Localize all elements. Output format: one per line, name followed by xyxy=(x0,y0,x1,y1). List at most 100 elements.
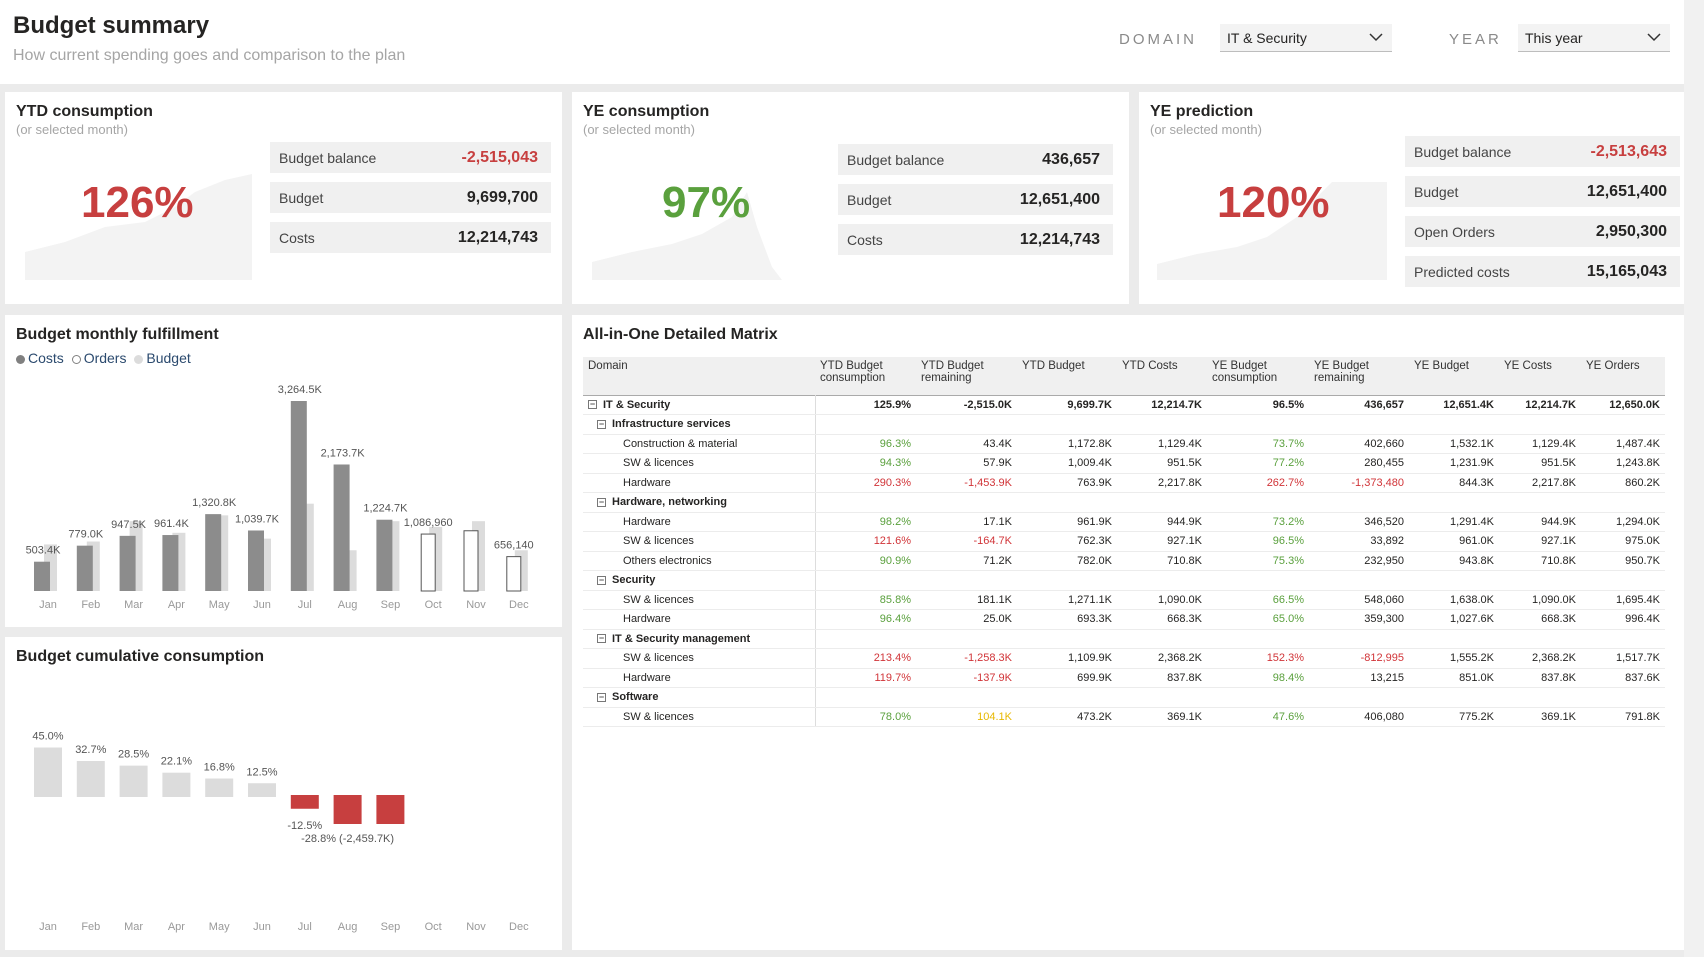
column-header[interactable]: YTD Budget consumption xyxy=(815,357,916,395)
column-header[interactable]: YTD Budget remaining xyxy=(916,357,1017,395)
card-title: YE consumption xyxy=(583,103,710,120)
kpi-value: 436,657 xyxy=(1042,151,1100,168)
kpi-row: Budget balance -2,515,043 xyxy=(270,142,551,173)
value-cell: 775.2K xyxy=(1409,707,1499,727)
sparkline xyxy=(25,174,252,280)
domain-cell: SW & licences xyxy=(583,590,816,610)
column-header[interactable]: Domain xyxy=(583,357,815,395)
cumulative-bar xyxy=(376,795,405,824)
collapse-icon[interactable]: − xyxy=(597,496,606,507)
domain-cell: − Security xyxy=(583,570,816,591)
value-cell: 1,009.4K xyxy=(1017,453,1117,474)
value-cell xyxy=(1581,629,1665,649)
collapse-icon[interactable]: − xyxy=(597,574,606,585)
value-cell: 1,129.4K xyxy=(1499,434,1581,454)
table-row: − Security xyxy=(583,570,1665,591)
domain-select-value: IT & Security xyxy=(1227,30,1307,46)
legend-costs[interactable]: Costs xyxy=(16,350,64,366)
value-cell: 25.0K xyxy=(916,609,1017,630)
data-label: 12.5% xyxy=(246,766,277,778)
kpi-label: Predicted costs xyxy=(1414,264,1510,280)
value-cell xyxy=(1581,687,1665,708)
table-row: SW & licences 213.4% -1,258.3K 1,109.9K 2,36… xyxy=(583,648,1665,669)
value-cell: 1,090.0K xyxy=(1117,590,1207,610)
value-cell: 104.1K xyxy=(916,707,1017,727)
kpi-row: Costs 12,214,743 xyxy=(838,224,1113,255)
collapse-icon[interactable]: − xyxy=(597,633,606,644)
kpi-label: Budget xyxy=(279,190,324,206)
column-header[interactable]: YE Costs xyxy=(1499,357,1581,395)
value-cell: 668.3K xyxy=(1499,609,1581,630)
value-cell: 262.7% xyxy=(1207,473,1309,493)
month-label: Mar xyxy=(124,599,143,611)
column-header[interactable]: YE Orders xyxy=(1581,357,1665,395)
column-header[interactable]: YTD Costs xyxy=(1117,357,1207,395)
page-scrollbar[interactable] xyxy=(1684,0,1704,957)
year-select[interactable]: This year xyxy=(1518,24,1670,52)
legend-orders[interactable]: Orders xyxy=(71,350,126,366)
collapse-icon[interactable]: − xyxy=(597,691,606,702)
value-cell: 1,532.1K xyxy=(1409,434,1499,454)
kpi-label: Budget balance xyxy=(1414,144,1512,160)
sparkline xyxy=(592,192,782,280)
value-cell xyxy=(1581,492,1665,513)
value-cell: 12,650.0K xyxy=(1581,394,1665,415)
value-cell xyxy=(1309,687,1409,708)
consumption-percent: 126% xyxy=(81,178,194,227)
value-cell: 280,455 xyxy=(1309,453,1409,474)
kpi-value: 12,214,743 xyxy=(457,229,538,246)
value-cell: 844.3K xyxy=(1409,473,1499,493)
table-row: SW & licences 78.0% 104.1K 473.2K 369.1K 47.6… xyxy=(583,707,1665,727)
value-cell: 96.5% xyxy=(1207,531,1309,552)
domain-select[interactable]: IT & Security xyxy=(1220,24,1392,52)
costs-bar xyxy=(76,545,93,591)
value-cell: 402,660 xyxy=(1309,434,1409,454)
kpi-value: 15,165,043 xyxy=(1586,263,1667,280)
domain-cell: − Infrastructure services xyxy=(583,414,816,435)
domain-cell: SW & licences xyxy=(583,453,816,474)
month-label: Mar xyxy=(124,921,143,933)
value-cell: 951.5K xyxy=(1117,453,1207,474)
value-cell xyxy=(1499,414,1581,435)
value-cell: 782.0K xyxy=(1017,551,1117,571)
value-cell: 2,368.2K xyxy=(1499,648,1581,669)
value-cell: -2,515.0K xyxy=(916,394,1017,415)
value-cell: 762.3K xyxy=(1017,531,1117,552)
month-label: Jan xyxy=(39,599,57,611)
column-header[interactable]: YTD Budget xyxy=(1017,357,1117,395)
value-cell: 943.8K xyxy=(1409,551,1499,571)
value-cell: 951.5K xyxy=(1499,453,1581,474)
value-cell: 1,294.0K xyxy=(1581,512,1665,532)
kpi-row: Budget balance -2,513,643 xyxy=(1405,136,1680,167)
domain-cell: Hardware xyxy=(583,512,816,532)
card-title: Budget cumulative consumption xyxy=(16,648,265,665)
value-cell xyxy=(815,570,916,591)
cumulative-bar xyxy=(119,765,148,797)
column-header[interactable]: YE Budget xyxy=(1409,357,1499,395)
collapse-icon[interactable]: − xyxy=(588,399,597,410)
value-cell: 17.1K xyxy=(916,512,1017,532)
value-cell xyxy=(815,492,916,513)
value-cell: 12,214.7K xyxy=(1117,394,1207,415)
domain-cell: Construction & material xyxy=(583,434,816,454)
value-cell: 290.3% xyxy=(815,473,916,493)
column-header[interactable]: YE Budget remaining xyxy=(1309,357,1409,395)
collapse-icon[interactable]: − xyxy=(597,418,606,429)
column-header[interactable]: YE Budget consumption xyxy=(1207,357,1309,395)
value-cell xyxy=(1207,629,1309,649)
value-cell: 12,651.4K xyxy=(1409,394,1499,415)
chevron-down-icon xyxy=(1647,33,1661,42)
kpi-value: 12,651,400 xyxy=(1586,183,1667,200)
value-cell: 693.3K xyxy=(1017,609,1117,630)
value-cell xyxy=(916,629,1017,649)
domain-cell: Others electronics xyxy=(583,551,816,571)
value-cell: 2,217.8K xyxy=(1117,473,1207,493)
value-cell xyxy=(916,414,1017,435)
value-cell: 98.2% xyxy=(815,512,916,532)
table-row: SW & licences 94.3% 57.9K 1,009.4K 951.5K 77.… xyxy=(583,453,1665,474)
legend-budget[interactable]: Budget xyxy=(134,350,191,366)
domain-cell: SW & licences xyxy=(583,648,816,669)
value-cell: 473.2K xyxy=(1017,707,1117,727)
sparkline xyxy=(1157,182,1387,280)
kpi-label: Costs xyxy=(279,230,315,246)
